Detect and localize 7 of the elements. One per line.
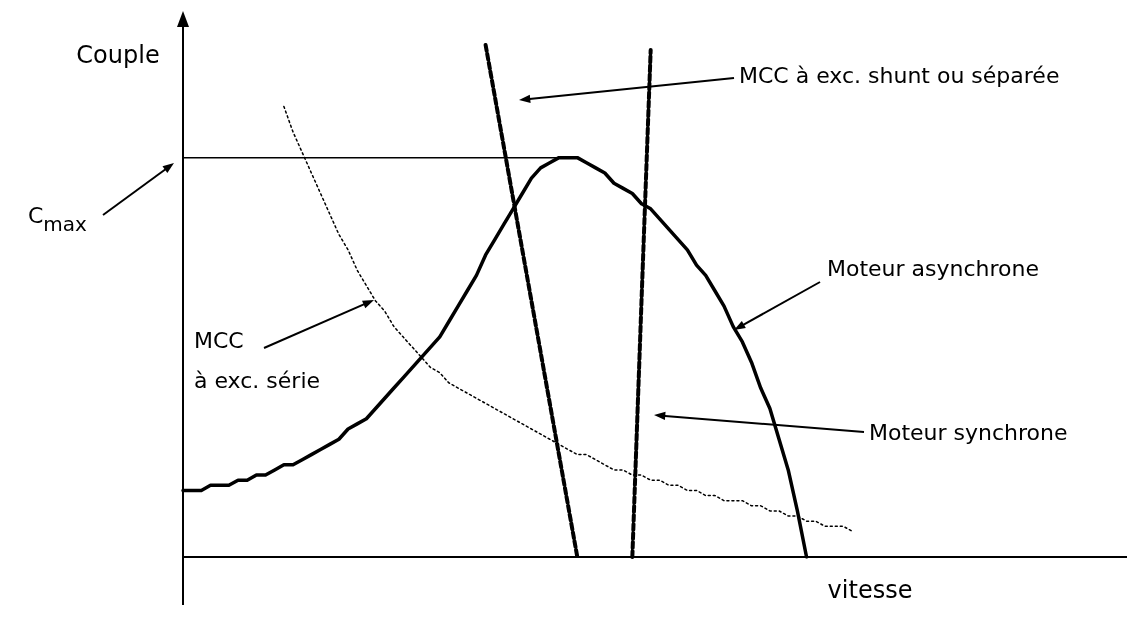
- annotation: Moteur synchrone: [869, 419, 1068, 445]
- annotation: MCC à exc. série: [194, 327, 321, 393]
- annotation: MCC à exc. shunt ou séparée: [739, 62, 1060, 88]
- y-axis-title: Couple: [76, 41, 160, 69]
- annotation: Moteur asynchrone: [827, 255, 1040, 281]
- x-axis-title: vitesse: [827, 576, 913, 604]
- text: Cmax: [28, 202, 88, 236]
